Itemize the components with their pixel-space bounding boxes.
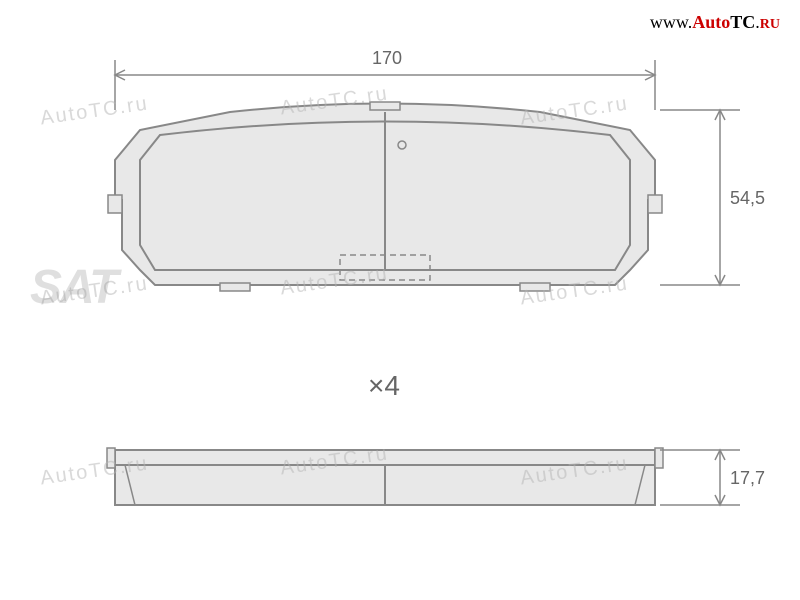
thickness-dimension [660, 450, 740, 505]
url-tc: TC [730, 12, 755, 32]
width-value: 170 [372, 48, 402, 69]
brake-pad-top-view [107, 448, 663, 505]
url-auto: Auto [692, 12, 730, 32]
url-www: www. [650, 12, 692, 32]
technical-drawing [0, 0, 800, 600]
brake-pad-front-view [108, 102, 662, 291]
url-ru: RU [760, 17, 780, 32]
source-url: www.AutoTC.RU [650, 12, 780, 33]
height-value: 54,5 [730, 188, 765, 209]
thickness-value: 17,7 [730, 468, 765, 489]
height-dimension [660, 110, 740, 285]
sat-logo: SAT [30, 260, 116, 315]
quantity-label: ×4 [368, 370, 400, 402]
